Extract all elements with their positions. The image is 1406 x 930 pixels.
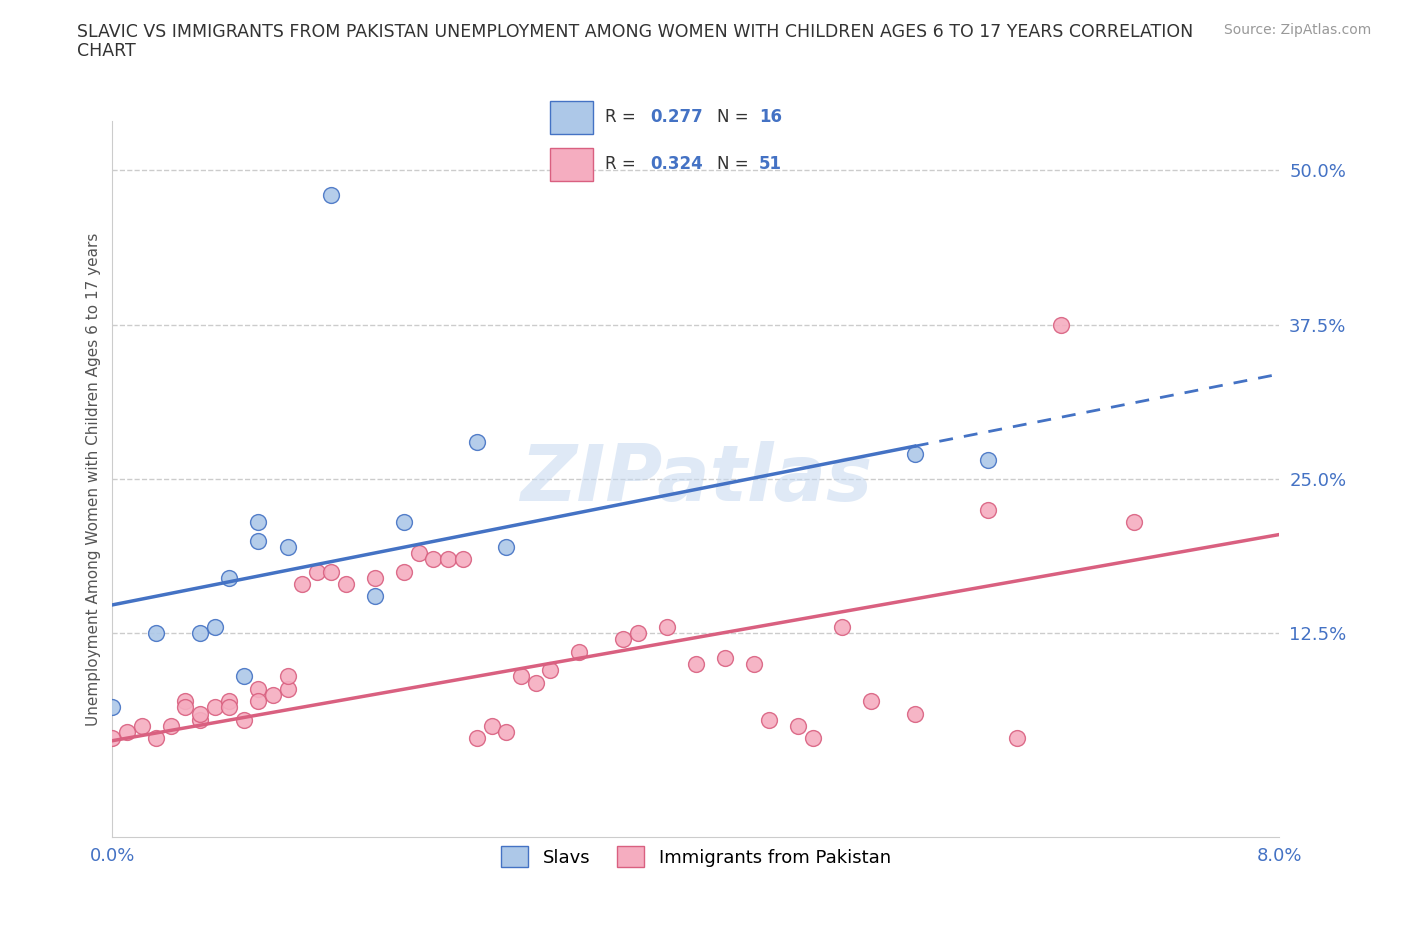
Point — [335, 577, 357, 591]
Point — [394, 565, 416, 579]
Point — [276, 669, 298, 684]
Point — [145, 731, 167, 746]
Point — [685, 657, 707, 671]
Point — [495, 724, 517, 739]
Point — [188, 712, 211, 727]
Text: R =: R = — [605, 109, 641, 126]
Point — [714, 651, 737, 666]
Point — [218, 570, 240, 585]
Point — [247, 682, 270, 697]
Point — [174, 694, 197, 709]
Point — [247, 533, 270, 548]
Point — [276, 682, 298, 697]
Point — [976, 502, 998, 517]
Bar — [550, 100, 593, 134]
Point — [321, 565, 343, 579]
Point — [262, 687, 284, 702]
Point — [612, 632, 634, 647]
Point — [904, 706, 927, 721]
Point — [831, 619, 853, 634]
Point — [787, 719, 810, 734]
Text: ZIPatlas: ZIPatlas — [520, 441, 872, 517]
Point — [218, 700, 240, 715]
Point — [145, 626, 167, 641]
Text: 51: 51 — [759, 155, 782, 173]
Text: N =: N = — [717, 155, 754, 173]
Point — [115, 724, 138, 739]
Point — [801, 731, 824, 746]
Text: N =: N = — [717, 109, 754, 126]
Point — [465, 731, 488, 746]
Point — [437, 551, 460, 566]
Point — [188, 706, 211, 721]
Point — [408, 546, 430, 561]
Point — [101, 700, 124, 715]
Point — [465, 434, 488, 449]
Point — [321, 188, 343, 203]
Point — [364, 570, 387, 585]
Point — [976, 453, 998, 468]
Point — [204, 700, 226, 715]
Point — [247, 514, 270, 529]
Text: Source: ZipAtlas.com: Source: ZipAtlas.com — [1223, 23, 1371, 37]
Point — [101, 731, 124, 746]
Point — [276, 539, 298, 554]
Point — [1005, 731, 1028, 746]
Point — [481, 719, 503, 734]
Point — [524, 675, 547, 690]
Point — [305, 565, 328, 579]
Text: CHART: CHART — [77, 42, 136, 60]
Point — [232, 669, 254, 684]
Point — [218, 694, 240, 709]
Point — [1122, 514, 1144, 529]
Point — [160, 719, 183, 734]
Point — [495, 539, 517, 554]
Point — [904, 446, 927, 461]
Point — [742, 657, 765, 671]
Text: R =: R = — [605, 155, 641, 173]
Text: SLAVIC VS IMMIGRANTS FROM PAKISTAN UNEMPLOYMENT AMONG WOMEN WITH CHILDREN AGES 6: SLAVIC VS IMMIGRANTS FROM PAKISTAN UNEMP… — [77, 23, 1194, 41]
Point — [131, 719, 153, 734]
Point — [451, 551, 474, 566]
Point — [364, 589, 387, 604]
Point — [859, 694, 883, 709]
Point — [568, 644, 591, 659]
Point — [538, 663, 561, 678]
Point — [188, 626, 211, 641]
Point — [758, 712, 780, 727]
Point — [247, 694, 270, 709]
Point — [232, 712, 254, 727]
Point — [1049, 317, 1071, 332]
Point — [655, 619, 678, 634]
Point — [174, 700, 197, 715]
Point — [422, 551, 444, 566]
Legend: Slavs, Immigrants from Pakistan: Slavs, Immigrants from Pakistan — [494, 839, 898, 874]
Point — [509, 669, 531, 684]
Text: 0.324: 0.324 — [650, 155, 703, 173]
Text: 0.277: 0.277 — [650, 109, 703, 126]
Point — [291, 577, 314, 591]
Text: 16: 16 — [759, 109, 782, 126]
Point — [204, 619, 226, 634]
Point — [627, 626, 650, 641]
Y-axis label: Unemployment Among Women with Children Ages 6 to 17 years: Unemployment Among Women with Children A… — [86, 232, 101, 725]
Bar — [550, 148, 593, 180]
Point — [394, 514, 416, 529]
